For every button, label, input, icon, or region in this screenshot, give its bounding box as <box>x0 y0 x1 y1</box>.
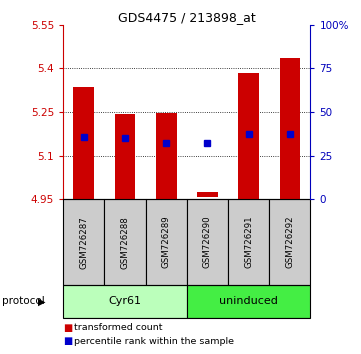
Text: protocol: protocol <box>2 296 44 306</box>
Text: ■: ■ <box>63 323 73 333</box>
Bar <box>104 199 145 285</box>
Bar <box>187 199 228 285</box>
Text: Cyr61: Cyr61 <box>109 296 142 306</box>
Text: GSM726291: GSM726291 <box>244 216 253 268</box>
Bar <box>145 199 187 285</box>
Bar <box>187 285 310 318</box>
Title: GDS4475 / 213898_at: GDS4475 / 213898_at <box>118 11 256 24</box>
Text: percentile rank within the sample: percentile rank within the sample <box>74 337 234 346</box>
Text: uninduced: uninduced <box>219 296 278 306</box>
Text: GSM726292: GSM726292 <box>285 216 294 268</box>
Text: ■: ■ <box>63 336 73 346</box>
Text: ▶: ▶ <box>38 296 45 306</box>
Bar <box>197 192 218 197</box>
Bar <box>115 114 135 200</box>
Bar <box>269 199 310 285</box>
Bar <box>63 199 104 285</box>
Text: transformed count: transformed count <box>74 324 162 332</box>
Bar <box>156 113 177 200</box>
Text: GSM726288: GSM726288 <box>121 216 130 268</box>
Bar <box>228 199 269 285</box>
Text: GSM726289: GSM726289 <box>162 216 171 268</box>
Bar <box>74 87 94 200</box>
Bar <box>238 73 259 200</box>
Bar <box>63 285 187 318</box>
Bar <box>279 58 300 200</box>
Text: GSM726290: GSM726290 <box>203 216 212 268</box>
Text: GSM726287: GSM726287 <box>79 216 88 268</box>
